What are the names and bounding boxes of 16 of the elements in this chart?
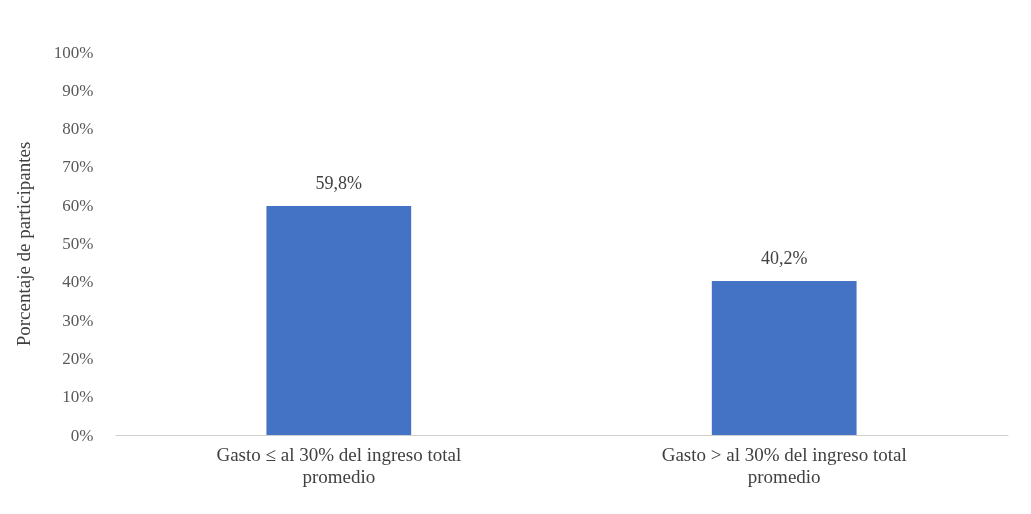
- x-tick-label: Gasto ≤ al 30% del ingreso total promedio: [216, 443, 462, 487]
- y-tick-label: 70%: [62, 157, 94, 177]
- y-tick-label: 20%: [62, 348, 94, 368]
- x-tick-label: Gasto > al 30% del ingreso total promedio: [661, 443, 907, 487]
- y-tick-label: 0%: [70, 425, 94, 445]
- data-label: 40,2%: [760, 248, 808, 269]
- y-tick-label: 50%: [62, 234, 94, 253]
- y-tick-label: 60%: [62, 195, 94, 215]
- data-label: 59,8%: [315, 172, 363, 193]
- y-tick-label: 30%: [62, 310, 94, 330]
- y-axis-title: Porcentaje de participantes: [12, 141, 34, 347]
- y-tick-label: 90%: [62, 80, 94, 100]
- y-tick-label: 10%: [62, 387, 94, 407]
- y-tick-label: 80%: [62, 119, 94, 139]
- y-tick-label: 40%: [62, 272, 94, 292]
- y-tick-label: 100%: [53, 42, 94, 62]
